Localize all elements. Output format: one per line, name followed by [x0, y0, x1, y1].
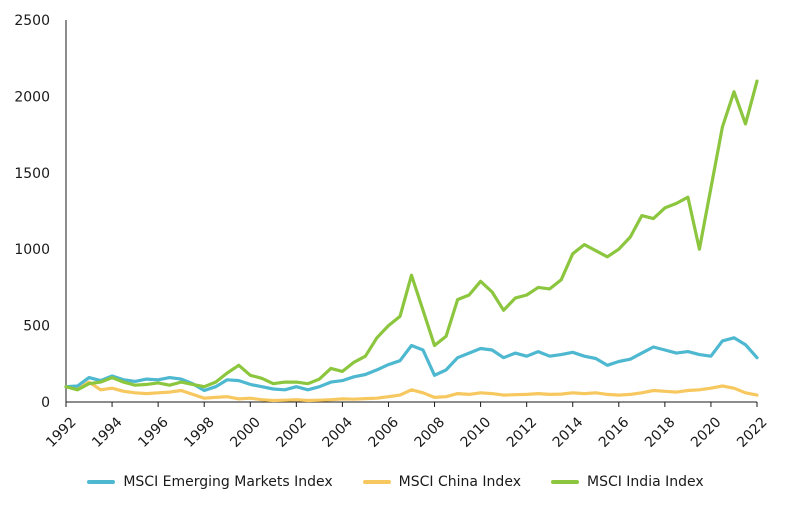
series-layer: [64, 79, 759, 403]
x-tick-label: 1994: [89, 414, 126, 451]
legend-item-china[interactable]: MSCI China Index: [362, 474, 521, 490]
x-axis-ticks: 1992 1994 1996 1998 2000 2002 2004 2006 2008 2010…: [43, 402, 771, 451]
x-tick-label: 1998: [181, 414, 218, 451]
x-tick-label: 2002: [273, 414, 310, 451]
series-line-msci-india-index: [64, 79, 759, 392]
x-tick-label: 2018: [642, 414, 679, 451]
x-tick-label: 2016: [596, 414, 633, 451]
x-tick-label: 2020: [688, 414, 725, 451]
legend-swatch-china: [362, 480, 391, 484]
x-tick-label: 2012: [504, 414, 541, 451]
x-tick-label: 2010: [458, 414, 495, 451]
y-tick-label: 1500: [14, 166, 50, 182]
x-tick-label: 1992: [43, 414, 80, 451]
legend-item-emerging-markets[interactable]: MSCI Emerging Markets Index: [87, 474, 333, 490]
x-tick-label: 1996: [135, 414, 172, 451]
x-tick-label: 2022: [734, 414, 771, 451]
y-tick-label: 500: [23, 319, 50, 335]
y-tick-label: 2000: [14, 89, 50, 105]
legend-label-emerging-markets: MSCI Emerging Markets Index: [123, 474, 333, 490]
y-tick-label: 0: [41, 395, 50, 411]
y-tick-label: 2500: [14, 13, 50, 29]
series-line-msci-emerging-markets-index: [64, 336, 759, 393]
legend-label-china: MSCI China Index: [398, 474, 521, 490]
x-tick-label: 2014: [550, 414, 587, 451]
legend-swatch-emerging-markets: [87, 480, 116, 484]
legend-label-india: MSCI India Index: [586, 474, 704, 490]
x-tick-label: 2008: [412, 414, 449, 451]
legend: MSCI Emerging Markets Index MSCI China I…: [0, 470, 791, 494]
series-line-msci-china-index: [64, 380, 759, 403]
y-tick-label: 1000: [14, 242, 50, 258]
legend-swatch-india: [550, 480, 579, 484]
x-tick-label: 2004: [319, 414, 356, 451]
legend-item-india[interactable]: MSCI India Index: [550, 474, 704, 490]
y-axis-ticks: 0 500 1000 1500 2000 2500: [14, 13, 50, 411]
chart-axes: [65, 20, 757, 403]
x-tick-label: 2000: [227, 414, 264, 451]
x-tick-label: 2006: [366, 414, 403, 451]
